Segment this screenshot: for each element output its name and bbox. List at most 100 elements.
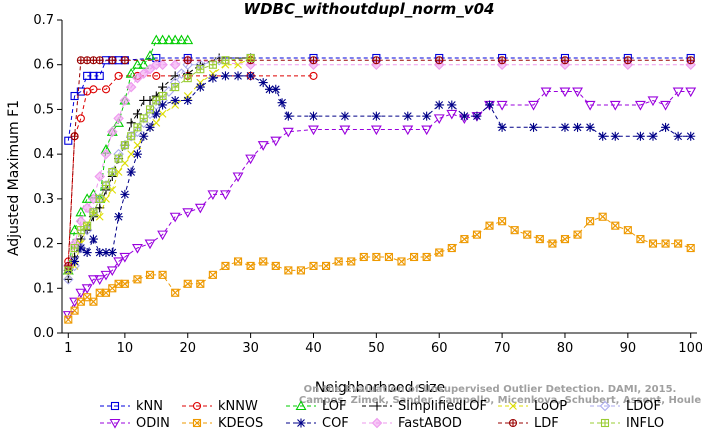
data-point (133, 275, 142, 284)
data-point (145, 270, 155, 279)
legend-label: KDEOS (218, 416, 263, 431)
legend-entry-ODIN: ODIN (100, 416, 170, 431)
data-point (339, 125, 351, 136)
data-point (270, 136, 282, 147)
data-point (95, 56, 104, 65)
data-point (271, 262, 280, 270)
data-point (497, 122, 507, 132)
data-point (183, 279, 192, 288)
legend-marker (372, 401, 382, 411)
data-point (94, 275, 106, 285)
data-point (472, 111, 482, 121)
legend-entry-KDEOS: KDEOS (182, 416, 263, 431)
data-point (257, 141, 269, 151)
data-point (114, 71, 123, 80)
data-point (119, 95, 131, 106)
data-point (63, 274, 73, 284)
data-point (686, 244, 695, 252)
data-point (284, 266, 293, 275)
data-point (83, 71, 92, 80)
data-point (183, 95, 193, 105)
data-point (133, 275, 142, 284)
data-point (132, 243, 143, 254)
data-point (422, 252, 431, 262)
data-point (150, 34, 162, 45)
data-point (308, 111, 318, 121)
legend-entry-LDOF: LDOF (590, 399, 661, 414)
data-point (83, 221, 92, 230)
data-point (209, 270, 217, 279)
y-tick-label: 0.6 (33, 58, 54, 73)
x-tick-label: 60 (431, 341, 448, 356)
legend-label: LOF (322, 399, 347, 414)
data-point (157, 230, 169, 241)
data-point (158, 110, 167, 118)
series-line (67, 59, 220, 280)
data-point (435, 248, 444, 257)
data-point (309, 261, 318, 270)
data-point (623, 56, 632, 65)
chart-title: WDBC_withoutdupl_norm_v04 (244, 0, 495, 18)
legend-entry-SimplifiedLOF: SimplifiedLOF (362, 399, 487, 414)
data-point (145, 122, 155, 132)
data-point (77, 226, 85, 234)
data-point (170, 95, 180, 105)
data-point (106, 266, 118, 277)
data-point (435, 56, 443, 64)
data-point (535, 235, 544, 244)
x-tick-label: 40 (305, 341, 322, 356)
data-point (410, 253, 418, 261)
data-point (108, 56, 116, 64)
data-point (96, 56, 104, 64)
data-point (309, 71, 318, 80)
data-point (585, 122, 595, 132)
data-point (497, 122, 507, 132)
x-axis-label: Neighborhood size (315, 380, 445, 396)
data-point (101, 85, 111, 94)
data-point (157, 230, 169, 241)
data-point (120, 279, 129, 288)
data-point (359, 252, 368, 262)
data-point (144, 239, 156, 250)
data-point (146, 105, 154, 113)
data-point (95, 288, 104, 297)
legend-entry-LOF: LOF (286, 399, 347, 414)
data-point (158, 82, 168, 92)
data-point (64, 136, 73, 145)
data-point (421, 125, 433, 136)
data-point (152, 118, 161, 127)
data-point (81, 284, 93, 294)
data-point (63, 274, 73, 284)
legend: kNN ODIN kNNW KDEOS LOF COF SimplifiedLOF FastA… (100, 399, 664, 431)
data-point (207, 190, 219, 201)
data-point (528, 100, 539, 111)
data-point (559, 87, 571, 98)
data-point (158, 82, 168, 92)
data-point (102, 181, 110, 189)
data-point (340, 111, 350, 121)
data-point (339, 125, 351, 136)
data-point (113, 257, 125, 268)
data-point (498, 217, 507, 226)
data-point (384, 252, 393, 262)
data-point (71, 244, 79, 252)
data-point (402, 125, 414, 136)
data-point (157, 59, 168, 70)
data-point (347, 257, 356, 266)
data-point (89, 297, 98, 306)
data-point (71, 132, 79, 140)
data-point (183, 56, 192, 65)
data-point (170, 95, 180, 105)
data-point (115, 155, 123, 163)
data-point (150, 34, 162, 45)
data-point (232, 172, 244, 183)
data-point (560, 235, 570, 244)
data-point (258, 78, 268, 88)
data-point (460, 235, 469, 244)
data-point (322, 262, 330, 270)
data-point (687, 56, 695, 64)
data-point (686, 56, 695, 65)
data-point (372, 56, 381, 65)
data-point (623, 226, 632, 235)
data-point (498, 56, 506, 64)
